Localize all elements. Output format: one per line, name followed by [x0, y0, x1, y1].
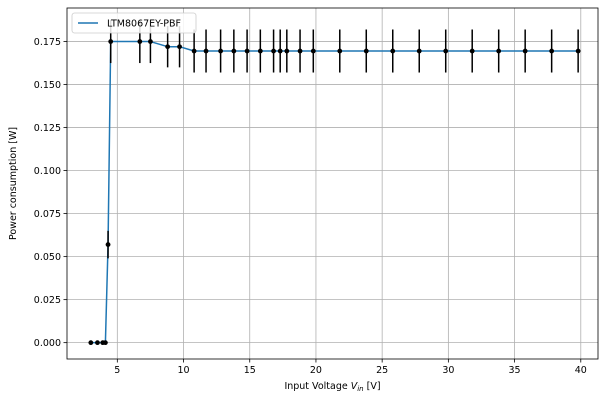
data-point [575, 48, 581, 54]
x-tick-label: 15 [244, 365, 256, 376]
y-tick-label: 0.000 [34, 338, 61, 349]
plot-frame [66, 7, 599, 360]
series-layer [88, 20, 581, 346]
x-tick-label: 40 [575, 365, 587, 376]
x-tick-label: 10 [177, 365, 189, 376]
data-point [244, 48, 250, 54]
data-point [257, 48, 263, 54]
y-tick-label: 0.125 [34, 123, 61, 134]
legend-box [71, 12, 197, 34]
series-line [90, 40, 579, 344]
data-point [297, 48, 303, 54]
data-point [191, 48, 197, 54]
y-tick-label: 0.175 [34, 37, 61, 48]
data-point [443, 48, 449, 54]
data-point [88, 340, 94, 346]
data-point [218, 48, 224, 54]
legend: LTM8067EY-PBF [71, 12, 197, 34]
y-axis-label: Power consumption [W] [8, 127, 19, 240]
y-tick-label: 0.075 [34, 209, 61, 220]
data-point [496, 48, 502, 54]
data-point [108, 39, 114, 44]
x-tick-label: 25 [376, 365, 388, 376]
data-point [390, 48, 396, 54]
data-point [231, 48, 237, 54]
data-point [337, 48, 343, 54]
data-point [95, 340, 100, 346]
data-point [549, 48, 555, 54]
data-point [310, 48, 316, 54]
axes: 5 10 15 20 25 30 35 40 0.000 0.025 0.050 0.075 0.100… [34, 7, 599, 376]
data-point [103, 340, 108, 346]
x-axis-label: Input Voltage Vin [V] [284, 381, 380, 393]
data-point [277, 48, 283, 54]
grid [67, 8, 598, 359]
data-point [363, 48, 369, 54]
y-tick-label: 0.050 [34, 252, 61, 263]
data-point [137, 39, 143, 44]
x-tick-label: 30 [442, 365, 454, 376]
data-point [148, 39, 153, 44]
data-point [416, 48, 422, 54]
data-point [522, 48, 528, 54]
data-point [105, 242, 111, 247]
x-tick-label: 20 [310, 365, 322, 376]
y-tick-label: 0.100 [34, 166, 61, 177]
data-point [271, 48, 276, 54]
legend-label: LTM8067EY-PBF [107, 19, 181, 30]
data-point [177, 44, 182, 50]
data-point [203, 48, 209, 54]
data-point [469, 48, 475, 54]
data-point [284, 48, 290, 54]
data-point [165, 44, 171, 50]
y-tick-label: 0.025 [34, 295, 61, 306]
x-tick-label: 5 [114, 365, 120, 376]
y-tick-label: 0.150 [34, 80, 61, 91]
x-tick-label: 35 [509, 365, 521, 376]
